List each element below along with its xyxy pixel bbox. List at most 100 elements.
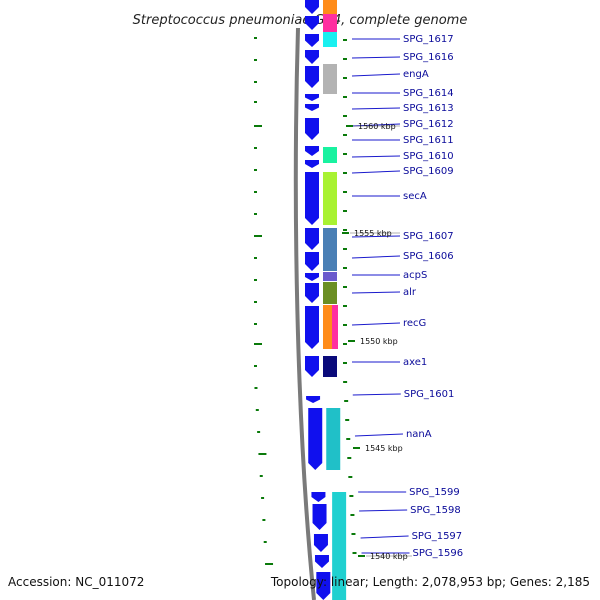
leader-line (351, 291, 401, 294)
gene-label-recG[interactable]: recG (351, 318, 426, 329)
cog-block (326, 408, 341, 470)
gene-arrow[interactable] (305, 50, 319, 64)
gene-label-text: secA (403, 191, 427, 202)
gene-arrow[interactable] (314, 555, 329, 568)
leader-line (351, 107, 401, 110)
scale-mark-1560: 1560 kbp (346, 122, 400, 131)
gene-label-secA[interactable]: secA (352, 191, 427, 202)
gene-label-text: acpS (403, 270, 427, 281)
cog-block (323, 64, 337, 94)
gene-label-SPG_1606[interactable]: SPG_1606 (351, 251, 454, 262)
gene-arrow[interactable] (311, 492, 326, 502)
leader-line (351, 170, 401, 174)
gene-arrow[interactable] (305, 228, 319, 250)
cog-color-track (323, 0, 347, 600)
cog-block (332, 492, 347, 600)
gene-label-SPG_1598[interactable]: SPG_1598 (359, 505, 461, 516)
genome-summary-text: Topology: linear; Length: 2,078,953 bp; … (270, 575, 590, 589)
gene-arrow[interactable] (305, 118, 319, 140)
gene-arrow[interactable] (305, 160, 319, 168)
gene-label-SPG_1596[interactable]: SPG_1596 (361, 548, 464, 559)
gene-label-axe1[interactable]: axe1 (352, 357, 427, 368)
gene-arrow[interactable] (313, 534, 328, 552)
scale-label: 1560 kbp (358, 122, 396, 131)
cog-block (323, 147, 337, 163)
gene-label-SPG_1601[interactable]: SPG_1601 (352, 389, 455, 400)
leader-line (351, 123, 401, 127)
gene-arrow[interactable] (305, 146, 319, 156)
map-title: Streptococcus pneumoniae G54, complete g… (133, 13, 468, 28)
gene-arrow[interactable] (305, 0, 319, 14)
gene-label-text: SPG_1607 (403, 231, 454, 242)
gene-arrow[interactable] (305, 306, 319, 349)
gene-label-text: SPG_1610 (403, 151, 454, 162)
leader-line (351, 235, 401, 238)
left-tick-column (254, 37, 274, 565)
gene-label-engA[interactable]: engA (351, 69, 429, 80)
gene-arrow[interactable] (305, 16, 319, 30)
gene-label-SPG_1609[interactable]: SPG_1609 (351, 166, 454, 177)
gene-label-text: SPG_1609 (403, 166, 454, 177)
gene-arrow[interactable] (305, 172, 319, 225)
gene-label-text: axe1 (403, 357, 427, 368)
gene-arrow[interactable] (305, 252, 319, 271)
gene-label-text: alr (403, 287, 417, 298)
cog-block (323, 282, 337, 304)
gene-label-text: SPG_1598 (410, 505, 461, 516)
gene-label-text: SPG_1616 (403, 52, 454, 63)
gene-label-text: recG (403, 318, 426, 329)
gene-label-SPG_1617[interactable]: SPG_1617 (352, 34, 454, 45)
leader-line (354, 433, 403, 437)
gene-arrow[interactable] (305, 283, 319, 303)
gene-label-acpS[interactable]: acpS (352, 270, 427, 281)
gene-label-SPG_1613[interactable]: SPG_1613 (351, 103, 454, 114)
gene-label-SPG_1607[interactable]: SPG_1607 (351, 231, 454, 242)
gene-arrow[interactable] (305, 104, 319, 111)
scale-label: 1550 kbp (360, 337, 398, 346)
scale-mark-1545: 1545 kbp (353, 444, 403, 453)
gene-arrow[interactable] (305, 94, 319, 101)
gene-arrow[interactable] (308, 408, 323, 470)
gene-label-text: SPG_1599 (409, 487, 460, 498)
accession-text: Accession: NC_011072 (8, 575, 144, 589)
gene-label-text: SPG_1606 (403, 251, 454, 262)
cog-block (323, 0, 337, 14)
gene-label-SPG_1610[interactable]: SPG_1610 (351, 151, 454, 162)
gene-arrow[interactable] (306, 396, 321, 403)
gene-arrow[interactable] (316, 572, 331, 600)
scale-mark-1550: 1550 kbp (348, 337, 398, 346)
gene-label-group: SPG_1617 SPG_1616 engA SPG_1614 SPG_1613… (351, 34, 464, 559)
leader-line (351, 56, 401, 59)
gene-label-SPG_1614[interactable]: SPG_1614 (352, 88, 454, 99)
gene-label-text: SPG_1596 (413, 548, 464, 559)
gene-label-SPG_1612[interactable]: SPG_1612 (351, 119, 454, 130)
cog-block (323, 14, 337, 32)
gene-label-text: SPG_1614 (403, 88, 454, 99)
gene-label-SPG_1611[interactable]: SPG_1611 (352, 135, 454, 146)
cog-block-split (326, 356, 332, 377)
gene-label-text: SPG_1613 (403, 103, 454, 114)
scale-label-group: 1560 kbp 1555 kbp 1550 kbp 1545 kbp 1540… (342, 122, 412, 561)
gene-arrow[interactable] (305, 356, 319, 377)
gene-label-SPG_1599[interactable]: SPG_1599 (358, 487, 460, 498)
gene-label-SPG_1597[interactable]: SPG_1597 (360, 531, 463, 542)
leader-line (351, 155, 401, 158)
gene-arrow[interactable] (305, 34, 319, 47)
leader-line (351, 322, 401, 326)
genome-backbone (293, 27, 316, 600)
gene-label-nanA[interactable]: nanA (354, 429, 432, 440)
gene-label-SPG_1616[interactable]: SPG_1616 (351, 52, 454, 63)
gene-arrow[interactable] (305, 66, 319, 88)
cog-block (323, 228, 337, 271)
gene-label-alr[interactable]: alr (351, 287, 417, 298)
gene-label-text: SPG_1612 (403, 119, 454, 130)
gene-label-text: engA (403, 69, 429, 80)
gene-arrow[interactable] (305, 273, 319, 281)
scale-label: 1555 kbp (354, 229, 392, 238)
leader-line (352, 393, 401, 396)
scale-mark-1540: 1540 kbp (358, 552, 412, 561)
scale-mark-1555: 1555 kbp (342, 229, 400, 238)
gene-label-text: SPG_1611 (403, 135, 454, 146)
gene-arrow[interactable] (312, 504, 327, 530)
